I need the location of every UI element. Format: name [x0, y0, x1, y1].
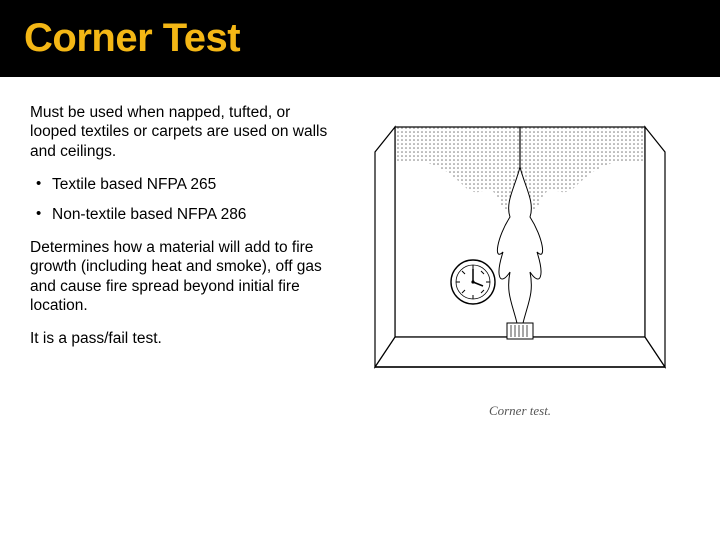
content-row: Must be used when napped, tufted, or loo…: [0, 77, 720, 419]
passfail-paragraph: It is a pass/fail test.: [30, 329, 340, 348]
figure-column: Corner test.: [340, 103, 700, 419]
title-bar: Corner Test: [0, 0, 720, 77]
slide: Corner Test Must be used when napped, tu…: [0, 0, 720, 540]
text-column: Must be used when napped, tufted, or loo…: [30, 103, 340, 419]
bullet-list: Textile based NFPA 265 Non-textile based…: [30, 175, 340, 224]
slide-title: Corner Test: [24, 16, 720, 61]
bullet-item: Textile based NFPA 265: [30, 175, 340, 194]
corner-test-illustration: [365, 107, 675, 397]
bullet-item: Non-textile based NFPA 286: [30, 205, 340, 224]
intro-paragraph: Must be used when napped, tufted, or loo…: [30, 103, 340, 161]
figure-caption: Corner test.: [489, 403, 551, 419]
determines-paragraph: Determines how a material will add to fi…: [30, 238, 340, 316]
